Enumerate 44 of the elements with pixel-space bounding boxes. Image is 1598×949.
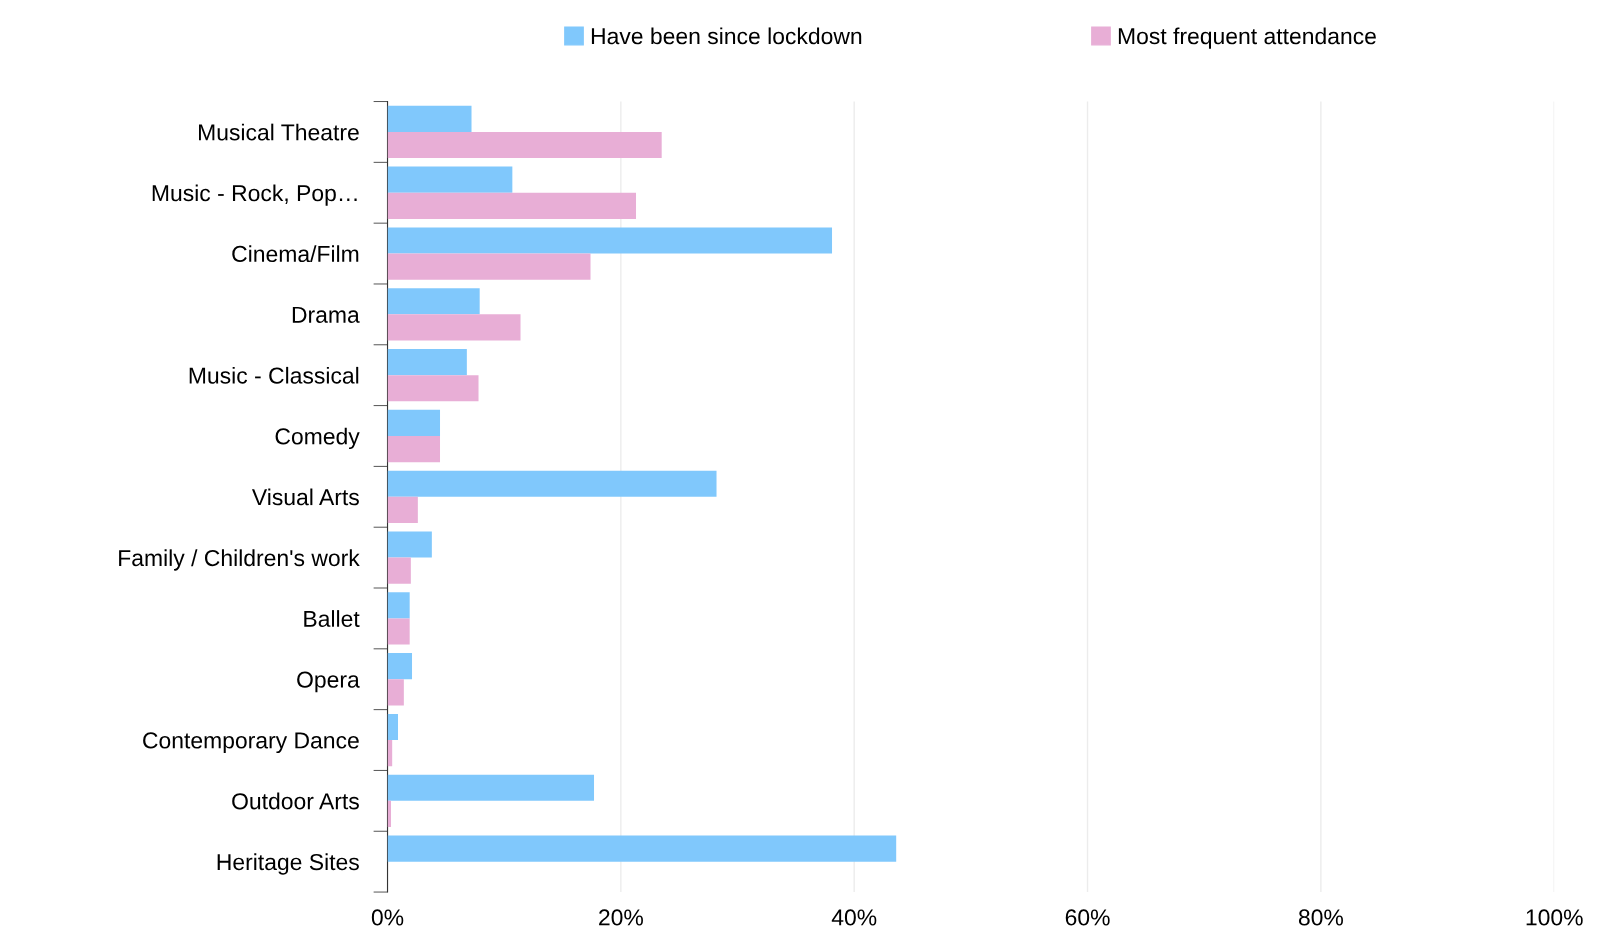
bar: [387, 192, 637, 219]
bar: [387, 679, 404, 706]
bar: [387, 653, 413, 680]
bar: [387, 435, 441, 463]
bar: [387, 314, 521, 341]
y-tick-label: Music - Rock, Pop…: [152, 184, 357, 206]
bar: [387, 375, 479, 402]
x-tick-label: 20%: [599, 909, 643, 926]
bar: [387, 496, 418, 523]
bar: [387, 713, 399, 741]
bar: [387, 253, 591, 280]
x-tick-label: 60%: [1065, 909, 1110, 926]
x-tick-label: 100%: [1526, 909, 1583, 926]
bar: [387, 288, 480, 315]
bar: [387, 105, 472, 132]
y-tick-label: Visual Arts: [251, 488, 359, 506]
bar: [387, 166, 513, 193]
y-tick-label: Drama: [292, 306, 360, 323]
y-tick-label: Cinema/Film: [232, 245, 359, 263]
bar: [387, 227, 833, 254]
bar: [387, 592, 410, 619]
x-tick-label: 0%: [371, 909, 404, 926]
bar: [387, 835, 897, 862]
y-tick-label: Outdoor Arts: [232, 792, 359, 810]
legend-label: Most frequent attendance: [1118, 27, 1376, 49]
y-tick-label: Opera: [297, 671, 360, 693]
bar: [387, 131, 662, 159]
bar: [387, 618, 410, 645]
y-tick-label: Heritage Sites: [217, 853, 359, 875]
y-tick-label: Contemporary Dance: [143, 732, 359, 754]
y-tick-label: Ballet: [304, 610, 360, 627]
x-tick-label: 80%: [1298, 909, 1343, 926]
bar: [387, 470, 717, 497]
y-tick-label: Music - Classical: [189, 366, 359, 384]
y-tick-label: Musical Theatre: [199, 123, 359, 141]
legend-label: Have been since lockdown: [591, 27, 862, 45]
bar: [387, 349, 467, 376]
bar: [387, 774, 595, 801]
x-tick-label: 40%: [831, 909, 877, 926]
bar: [387, 557, 411, 584]
y-tick-label: Comedy: [275, 427, 360, 450]
bar: [387, 409, 441, 436]
bar: [387, 531, 432, 558]
y-tick-label: Family / Children's work: [119, 549, 360, 571]
